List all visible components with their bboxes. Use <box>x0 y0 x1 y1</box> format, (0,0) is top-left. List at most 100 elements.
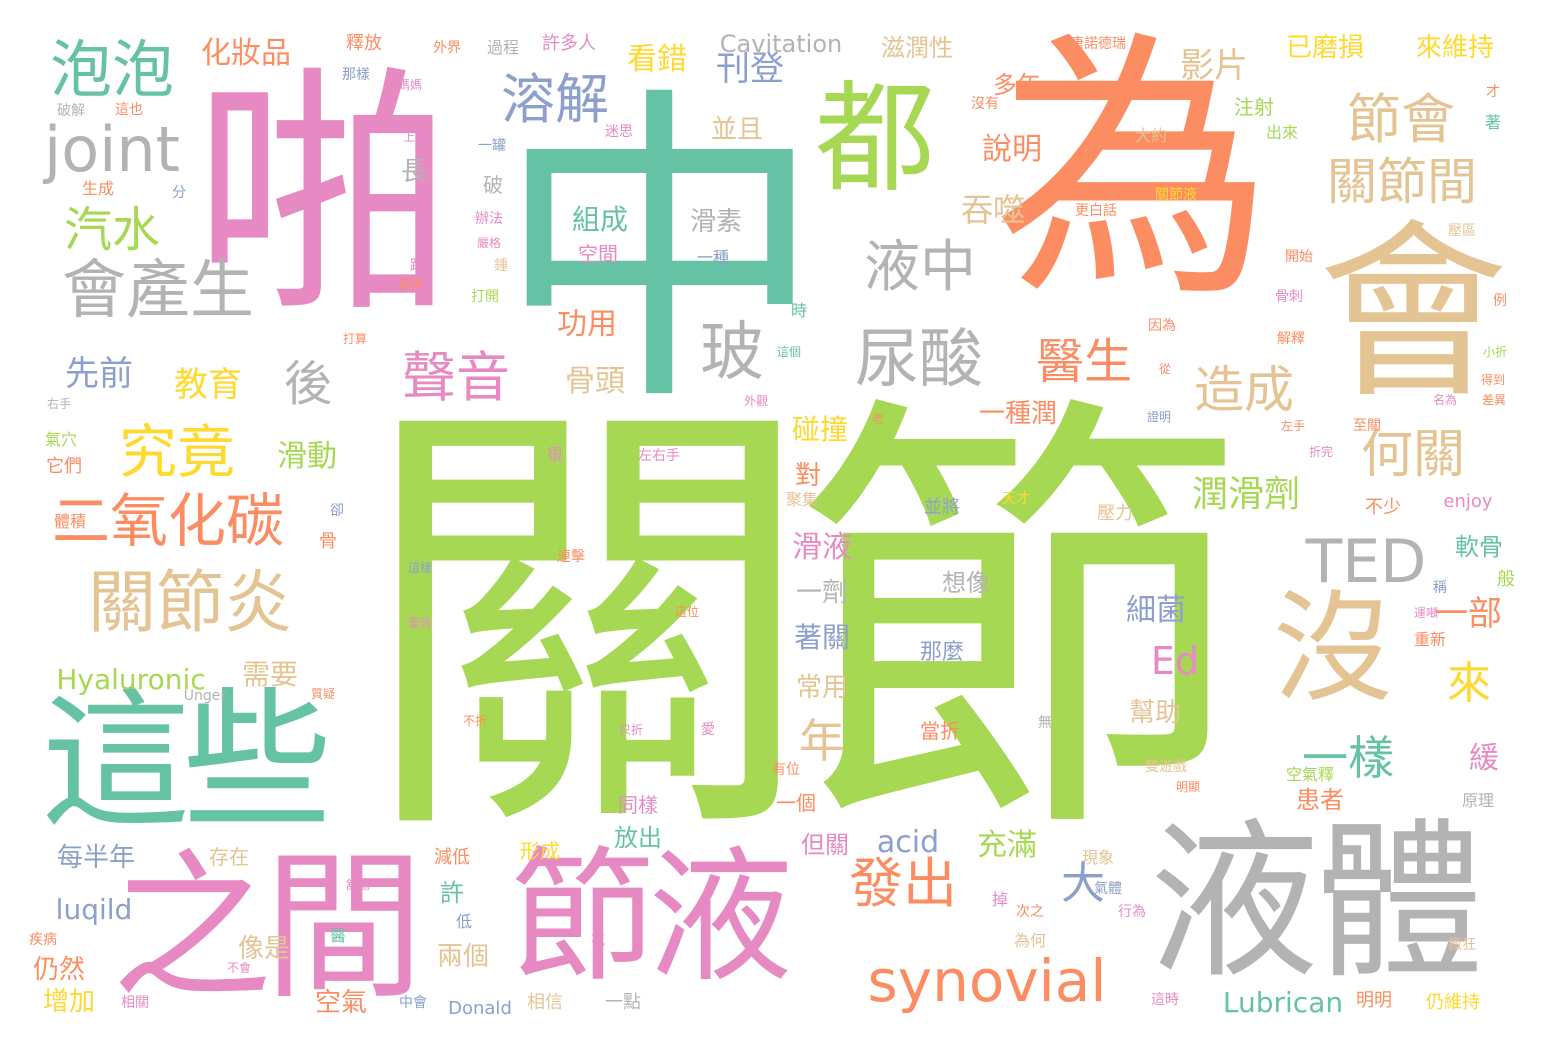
word: 同樣 <box>618 793 658 817</box>
word: 緩 <box>1469 741 1499 776</box>
word: 並將 <box>924 497 960 518</box>
word: 骨刺 <box>1275 289 1303 305</box>
word: 啪 <box>193 46 453 348</box>
word: 得到 <box>1480 373 1506 387</box>
word: 潤滑劑 <box>1191 474 1301 515</box>
word: 迷思 <box>605 124 633 140</box>
word: 汽水 <box>63 202 161 258</box>
word: 為 <box>993 9 1273 335</box>
word: 充滿 <box>977 828 1037 863</box>
word: 開始 <box>1285 249 1313 265</box>
word: 兩個 <box>436 942 490 972</box>
word: 壓區 <box>1448 223 1476 239</box>
word: 幫助 <box>1128 698 1182 728</box>
word: acid <box>876 825 940 860</box>
word: 出來 <box>1265 123 1299 142</box>
word: 滑素 <box>689 207 743 237</box>
word: 造成 <box>1194 361 1294 419</box>
word: 為何 <box>1013 931 1047 950</box>
word: 釋放 <box>346 33 382 54</box>
word: 聚集 <box>785 490 819 509</box>
word: 尿酸 <box>855 323 983 397</box>
word: 會產生 <box>62 254 254 328</box>
word: 發出 <box>849 852 957 915</box>
word: 一罐 <box>478 138 506 154</box>
word: 後 <box>283 356 333 412</box>
word: 像是 <box>237 934 291 964</box>
word: 形成 <box>520 839 560 863</box>
word: 醫生 <box>1035 334 1133 390</box>
word: 這也 <box>115 102 143 118</box>
word: 中會 <box>399 995 427 1011</box>
word: 媽媽 <box>397 78 423 92</box>
word: 二氧化碳 <box>51 487 285 555</box>
word: 氣體 <box>1094 881 1122 897</box>
word: 但關 <box>801 831 849 859</box>
word: 連擊 <box>557 549 585 565</box>
word: 證明 <box>1146 410 1172 424</box>
word: 打開 <box>471 289 499 305</box>
word: 愛 <box>701 722 715 738</box>
word: 辦法 <box>475 211 503 227</box>
word: 組成 <box>571 203 629 236</box>
word: 仍維持 <box>1426 992 1480 1013</box>
word: 一樣 <box>1302 731 1394 785</box>
word: 當折 <box>920 719 960 743</box>
word: 一點 <box>605 992 641 1013</box>
word: 並且 <box>710 115 764 145</box>
word: 溶解 <box>501 68 609 131</box>
word: 右手 <box>46 397 72 411</box>
word: 滑動 <box>277 439 337 474</box>
word: 花 <box>591 933 605 949</box>
word: 折完 <box>1308 445 1334 459</box>
word: 不會 <box>226 961 252 975</box>
word: 左右手 <box>638 448 680 464</box>
word: 雙遊戲 <box>1145 759 1187 775</box>
word: 分 <box>172 185 186 201</box>
word: 大 <box>1061 858 1105 909</box>
word: 相關 <box>121 995 149 1011</box>
word: 這時 <box>1151 992 1179 1008</box>
word: 液體 <box>1149 804 1484 1002</box>
word: 關節 <box>359 362 1247 892</box>
word: 很 <box>546 445 564 464</box>
word: 破 <box>483 173 503 197</box>
word: 卻 <box>330 503 344 519</box>
word: 節會 <box>1347 88 1455 151</box>
word: 仍然 <box>32 955 86 985</box>
word: 獲得 <box>407 782 433 796</box>
word: 骨頭 <box>565 364 625 399</box>
word: 這樣 <box>407 561 433 575</box>
word: 疾病 <box>29 932 57 948</box>
word: 會 <box>1317 203 1509 424</box>
word: 鍾 <box>494 258 508 274</box>
word: 因為 <box>1148 318 1176 334</box>
word: luqild <box>55 893 133 926</box>
word: 軟骨 <box>1455 533 1503 561</box>
word: 影片 <box>1180 46 1248 86</box>
word: 多年 <box>993 71 1041 99</box>
word: 來 <box>1447 658 1491 709</box>
word: 一種 <box>696 248 730 267</box>
word: 著關 <box>793 621 851 654</box>
word: 一個 <box>776 791 816 815</box>
word: 已磨損 <box>1285 33 1365 63</box>
word: 明顯 <box>1175 780 1201 794</box>
word: 嚴格 <box>476 236 502 250</box>
word: 沒 <box>1273 580 1393 719</box>
word: 解釋 <box>1277 331 1305 347</box>
word: Donald <box>448 998 512 1019</box>
word: 化妝品 <box>201 36 291 71</box>
word: 原理 <box>1461 791 1495 810</box>
word: 唐諾德瑞 <box>1070 36 1126 52</box>
word: 壓力 <box>1097 503 1133 524</box>
word: 稱 <box>1433 580 1447 596</box>
word: 關節間 <box>1327 153 1477 211</box>
word: 時 <box>790 301 808 320</box>
word: 這個 <box>776 345 802 359</box>
word: 需要 <box>241 658 299 691</box>
word: 沒有 <box>971 96 999 112</box>
word: 例 <box>1493 293 1507 309</box>
word: 說明 <box>982 132 1042 167</box>
